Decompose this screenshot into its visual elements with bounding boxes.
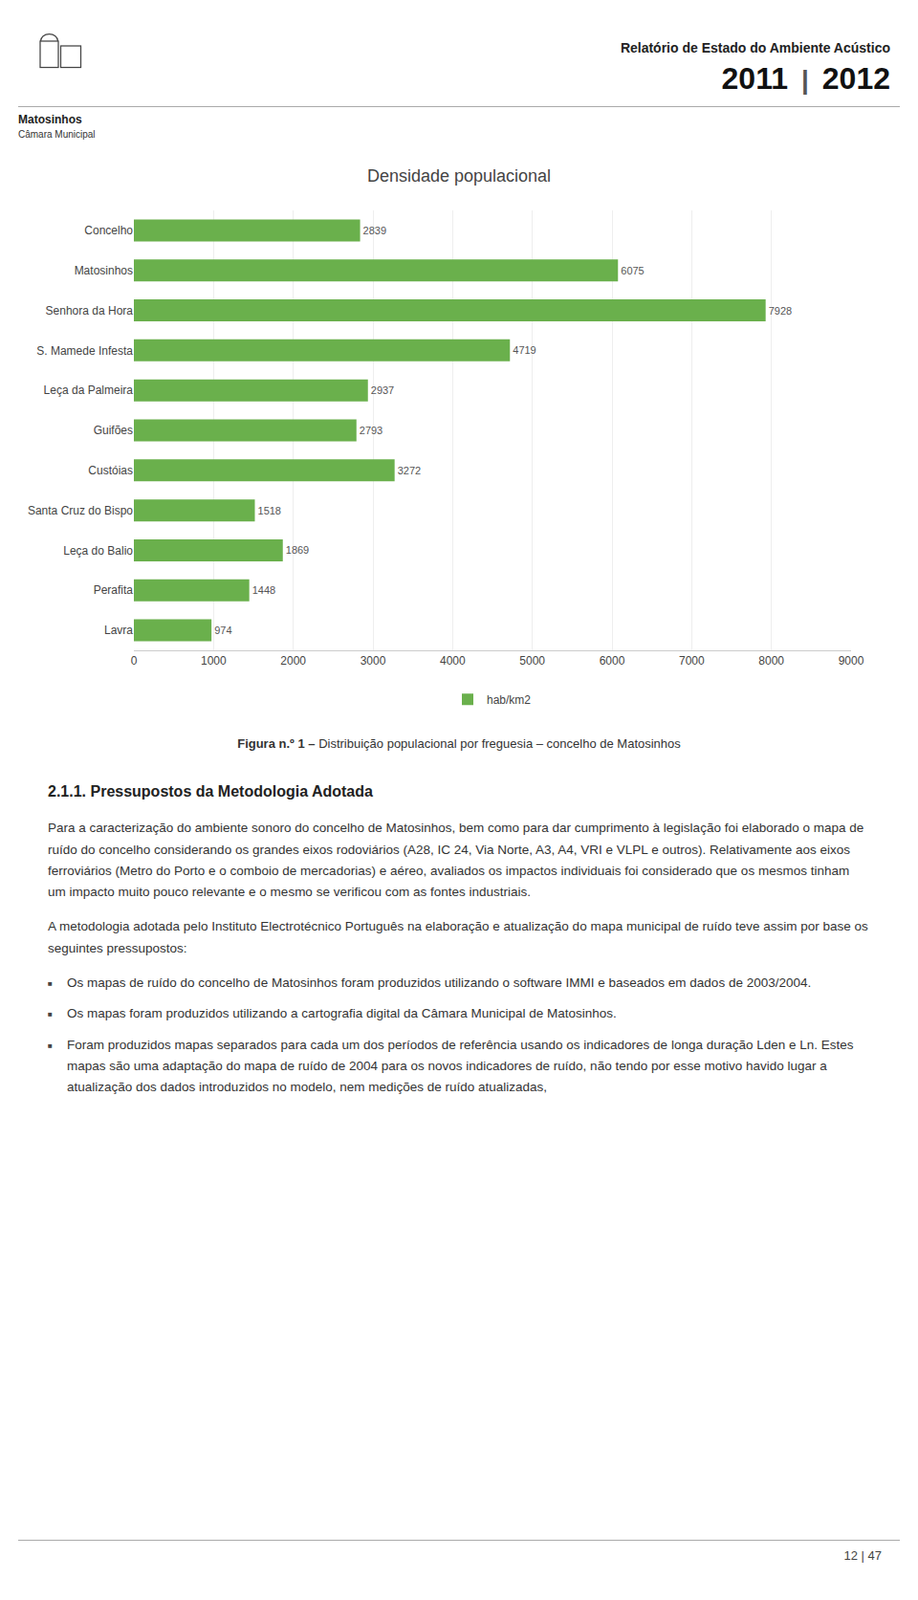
html-text:Foram produzidos mapas separad: Foram produzidos mapas separados para ca… bbox=[66, 1037, 854, 1094]
svg-text:3272: 3272 bbox=[397, 464, 421, 477]
svg-text:S. Mamede Infesta: S. Mamede Infesta bbox=[36, 344, 133, 358]
html-text:2.1.1. Pressupostos da Metodol: 2.1.1. Pressupostos da Metodologia Adota… bbox=[47, 783, 373, 800]
html-text:A metodologia adotada pelo Ins: A metodologia adotada pelo Instituto Ele… bbox=[47, 919, 869, 956]
svg-text:1518: 1518 bbox=[258, 504, 282, 517]
svg-text:Custóias: Custóias bbox=[87, 463, 133, 478]
svg-text:6000: 6000 bbox=[599, 654, 626, 668]
html-text:Matosinhos: Matosinhos bbox=[18, 112, 82, 127]
svg-text:Santa Cruz do Bispo: Santa Cruz do Bispo bbox=[27, 503, 133, 518]
svg-text:Perafita: Perafita bbox=[93, 583, 134, 597]
svg-text:Senhora da Hora: Senhora da Hora bbox=[45, 304, 134, 318]
svg-text:9000: 9000 bbox=[838, 654, 865, 668]
svg-text:Lavra: Lavra bbox=[104, 623, 133, 637]
svg-text:0: 0 bbox=[131, 654, 138, 668]
svg-text:7928: 7928 bbox=[768, 305, 792, 317]
svg-text:5000: 5000 bbox=[519, 654, 546, 668]
svg-text:1448: 1448 bbox=[252, 584, 276, 596]
html-text:12 | 47: 12 | 47 bbox=[843, 1548, 882, 1563]
html-text:Os mapas de ruído do concelho: Os mapas de ruído do concelho de Matosin… bbox=[66, 975, 812, 990]
svg-text:2839: 2839 bbox=[363, 224, 387, 237]
svg-text:Leça do Balio: Leça do Balio bbox=[63, 544, 133, 558]
svg-text:Leça da Palmeira: Leça da Palmeira bbox=[43, 383, 134, 397]
svg-text:6075: 6075 bbox=[620, 264, 644, 277]
svg-text:Concelho: Concelho bbox=[84, 223, 133, 238]
svg-text:2793: 2793 bbox=[359, 424, 383, 437]
svg-text:Densidade populacional: Densidade populacional bbox=[367, 166, 551, 186]
svg-text:Guifões: Guifões bbox=[93, 423, 133, 438]
svg-text:4000: 4000 bbox=[439, 654, 466, 668]
svg-text:974: 974 bbox=[214, 624, 232, 636]
svg-text:2000: 2000 bbox=[280, 654, 306, 668]
svg-text:hab/km2: hab/km2 bbox=[486, 693, 531, 707]
svg-text:Matosinhos: Matosinhos bbox=[74, 263, 133, 278]
html-text:Câmara Municipal: Câmara Municipal bbox=[18, 129, 96, 140]
html-text:Relatório de Estado do Ambient: Relatório de Estado do Ambiente Acústico bbox=[620, 40, 891, 56]
svg-text:1000: 1000 bbox=[200, 654, 227, 668]
svg-text:4719: 4719 bbox=[512, 344, 536, 356]
svg-text:7000: 7000 bbox=[678, 654, 705, 668]
html-text:Figura n.º 1 – Distribuição po: Figura n.º 1 – Distribuição populacional… bbox=[237, 736, 681, 751]
svg-text:8000: 8000 bbox=[758, 654, 785, 668]
html-text:Os mapas foram produzidos util: Os mapas foram produzidos utilizando a c… bbox=[66, 1006, 617, 1021]
svg-text:1869: 1869 bbox=[285, 544, 309, 556]
html-text:2011: 2011 bbox=[721, 61, 788, 96]
html-text:2012: 2012 bbox=[822, 61, 891, 96]
svg-text:3000: 3000 bbox=[360, 654, 387, 668]
svg-text:2937: 2937 bbox=[371, 384, 394, 396]
html-text:Para a caracterização do ambie: Para a caracterização do ambiente sonoro… bbox=[47, 820, 864, 900]
